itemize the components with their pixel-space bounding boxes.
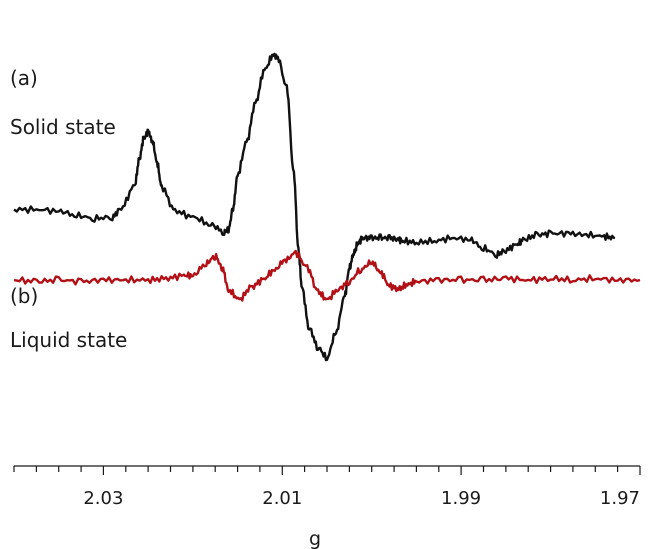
label-b: (b) [10, 284, 38, 308]
tick-label-3: 1.97 [600, 488, 640, 509]
tick-label-1: 2.01 [262, 488, 302, 509]
series-line-0 [13, 52, 616, 362]
x-axis-ticks: 2.03 2.01 1.99 1.97 [13, 466, 641, 509]
series-layer [13, 52, 641, 362]
tick-label-2: 1.99 [441, 488, 481, 509]
label-liquid-state: Liquid state [10, 328, 127, 352]
label-a: (a) [10, 66, 38, 90]
x-axis-title: g [309, 528, 321, 549]
label-solid-state: Solid state [10, 115, 116, 139]
tick-label-0: 2.03 [83, 488, 123, 509]
series-line-1 [13, 249, 641, 302]
